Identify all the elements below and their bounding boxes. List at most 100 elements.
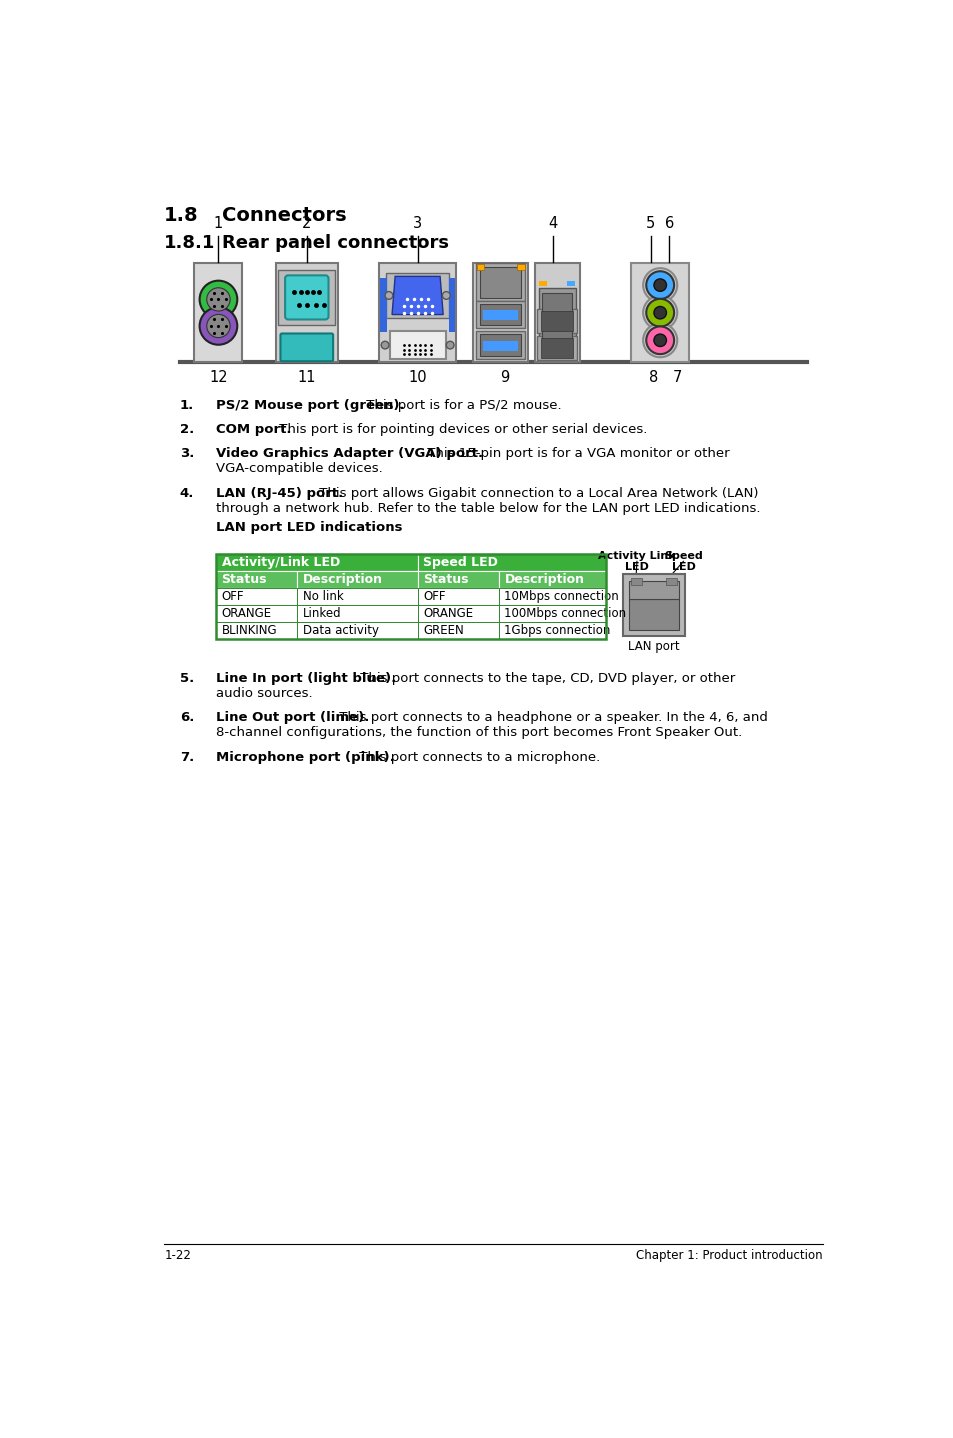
Text: 1.: 1. bbox=[179, 398, 193, 411]
Text: This port allows Gigabit connection to a Local Area Network (LAN): This port allows Gigabit connection to a… bbox=[314, 486, 758, 500]
Text: Linked: Linked bbox=[303, 607, 341, 620]
Bar bbox=[216, 555, 605, 638]
Text: 4.: 4. bbox=[179, 486, 193, 500]
Text: This 15-pin port is for a VGA monitor or other: This 15-pin port is for a VGA monitor or… bbox=[423, 447, 729, 460]
Text: Status: Status bbox=[221, 574, 267, 587]
Bar bbox=[540, 338, 573, 358]
Text: ORANGE: ORANGE bbox=[221, 607, 272, 620]
Text: Activity/Link LED: Activity/Link LED bbox=[221, 557, 339, 569]
Circle shape bbox=[207, 315, 230, 338]
Text: 2: 2 bbox=[302, 216, 312, 232]
Circle shape bbox=[442, 292, 450, 299]
Circle shape bbox=[446, 341, 454, 349]
Text: ORANGE: ORANGE bbox=[422, 607, 473, 620]
Text: 1-22: 1-22 bbox=[164, 1250, 191, 1263]
Text: Status: Status bbox=[422, 574, 468, 587]
Text: Activity Link
LED: Activity Link LED bbox=[598, 551, 675, 572]
Bar bbox=[542, 293, 571, 347]
Text: 5: 5 bbox=[645, 216, 655, 232]
Text: Description: Description bbox=[303, 574, 382, 587]
Bar bbox=[630, 578, 641, 585]
Bar bbox=[498, 605, 605, 623]
Text: 7: 7 bbox=[672, 370, 681, 385]
Circle shape bbox=[199, 308, 237, 345]
Text: This port connects to a microphone.: This port connects to a microphone. bbox=[355, 751, 599, 764]
Text: 4: 4 bbox=[548, 216, 558, 232]
Bar bbox=[476, 265, 484, 269]
Text: 100Mbps connection: 100Mbps connection bbox=[504, 607, 626, 620]
Text: Rear panel connectors: Rear panel connectors bbox=[222, 234, 449, 252]
Bar bbox=[378, 263, 456, 362]
Bar bbox=[216, 588, 297, 605]
Bar bbox=[622, 574, 684, 636]
Bar bbox=[537, 288, 575, 352]
Text: Chapter 1: Product introduction: Chapter 1: Product introduction bbox=[636, 1250, 822, 1263]
Bar bbox=[498, 588, 605, 605]
Text: 9: 9 bbox=[499, 370, 509, 385]
Circle shape bbox=[642, 296, 677, 329]
Circle shape bbox=[381, 341, 389, 349]
Bar bbox=[297, 623, 417, 638]
Bar bbox=[476, 301, 525, 328]
Bar bbox=[517, 265, 524, 269]
Bar bbox=[537, 309, 577, 334]
Text: VGA-compatible devices.: VGA-compatible devices. bbox=[216, 463, 382, 476]
Bar bbox=[476, 263, 525, 301]
Text: Line Out port (lime).: Line Out port (lime). bbox=[216, 712, 369, 725]
Text: 2.: 2. bbox=[179, 423, 193, 436]
FancyBboxPatch shape bbox=[280, 334, 333, 361]
Bar bbox=[275, 263, 337, 362]
Text: Speed
LED: Speed LED bbox=[663, 551, 702, 572]
Bar bbox=[631, 263, 688, 362]
FancyBboxPatch shape bbox=[285, 275, 328, 319]
Text: 1Gbps connection: 1Gbps connection bbox=[504, 624, 610, 637]
Circle shape bbox=[642, 267, 677, 302]
Bar bbox=[498, 623, 605, 638]
Bar bbox=[498, 571, 605, 588]
Bar bbox=[483, 341, 517, 351]
Text: Video Graphics Adapter (VGA) port.: Video Graphics Adapter (VGA) port. bbox=[216, 447, 483, 460]
Bar bbox=[417, 623, 498, 638]
Text: BLINKING: BLINKING bbox=[221, 624, 277, 637]
Bar bbox=[480, 335, 520, 355]
Text: 10: 10 bbox=[408, 370, 427, 385]
Bar bbox=[216, 571, 297, 588]
Bar bbox=[297, 571, 417, 588]
Bar bbox=[216, 605, 297, 623]
Text: audio sources.: audio sources. bbox=[216, 687, 313, 700]
Circle shape bbox=[645, 272, 674, 299]
Circle shape bbox=[653, 306, 666, 319]
Bar bbox=[385, 273, 449, 318]
Circle shape bbox=[653, 334, 666, 347]
Text: 7.: 7. bbox=[179, 751, 193, 764]
Bar bbox=[534, 263, 579, 362]
Circle shape bbox=[642, 324, 677, 357]
Bar bbox=[297, 605, 417, 623]
Circle shape bbox=[645, 299, 674, 326]
Bar bbox=[476, 331, 525, 360]
Bar bbox=[472, 263, 528, 362]
Text: 6.: 6. bbox=[179, 712, 193, 725]
Text: 1.8.1: 1.8.1 bbox=[164, 234, 215, 252]
Bar bbox=[194, 263, 242, 362]
Text: 3.: 3. bbox=[179, 447, 193, 460]
Bar bbox=[538, 280, 546, 286]
Text: 8-channel configurations, the function of this port becomes Front Speaker Out.: 8-channel configurations, the function o… bbox=[216, 726, 741, 739]
Text: This port connects to a headphone or a speaker. In the 4, 6, and: This port connects to a headphone or a s… bbox=[335, 712, 767, 725]
Text: Description: Description bbox=[504, 574, 584, 587]
Bar bbox=[629, 600, 679, 630]
Text: Line In port (light blue).: Line In port (light blue). bbox=[216, 672, 395, 684]
Text: 3: 3 bbox=[413, 216, 422, 232]
Text: LAN port LED indications: LAN port LED indications bbox=[216, 522, 402, 535]
Bar bbox=[567, 280, 575, 286]
Text: This port is for pointing devices or other serial devices.: This port is for pointing devices or oth… bbox=[274, 423, 646, 436]
Bar bbox=[480, 266, 520, 298]
Circle shape bbox=[653, 279, 666, 292]
Text: through a network hub. Refer to the table below for the LAN port LED indications: through a network hub. Refer to the tabl… bbox=[216, 502, 760, 515]
Text: Microphone port (pink).: Microphone port (pink). bbox=[216, 751, 395, 764]
Bar bbox=[417, 571, 498, 588]
Text: Speed LED: Speed LED bbox=[422, 557, 497, 569]
Text: Data activity: Data activity bbox=[303, 624, 378, 637]
Text: This port is for a PS/2 mouse.: This port is for a PS/2 mouse. bbox=[362, 398, 561, 411]
Bar bbox=[216, 623, 297, 638]
